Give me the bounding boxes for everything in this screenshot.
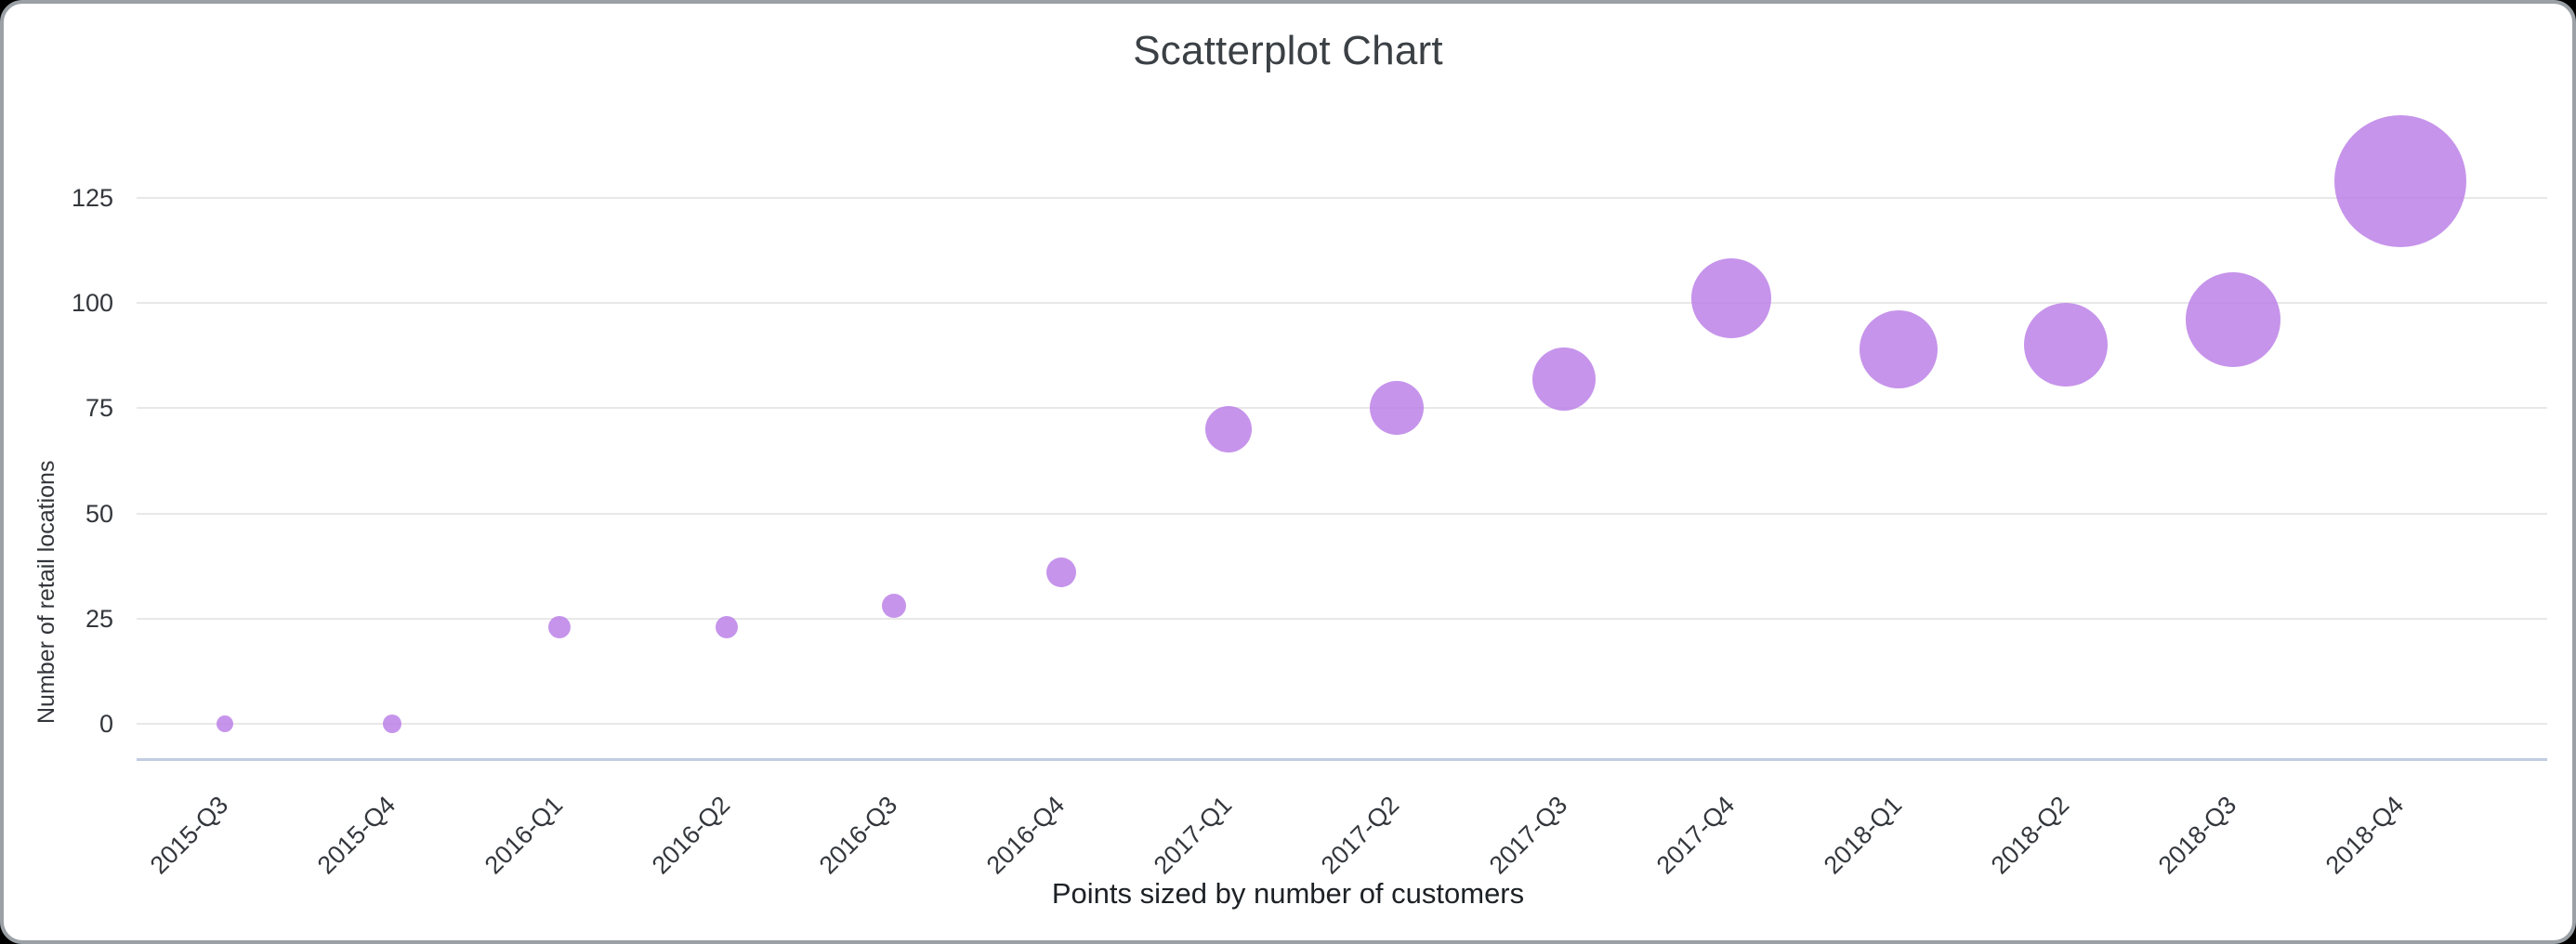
- x-tick-label: 2016-Q3: [813, 791, 903, 880]
- scatter-point[interactable]: [1369, 381, 1424, 436]
- y-gridline: [137, 302, 2547, 304]
- scatter-point[interactable]: [1531, 347, 1596, 411]
- x-tick-label: 2016-Q4: [981, 791, 1071, 880]
- scatter-point[interactable]: [1859, 309, 1938, 388]
- chart-caption: Points sized by number of customers: [1051, 877, 1525, 910]
- x-axis-baseline: [137, 758, 2547, 761]
- x-tick-label: 2015-Q3: [144, 791, 233, 880]
- x-tick-label: 2017-Q2: [1316, 791, 1405, 880]
- x-tick-label: 2016-Q1: [479, 791, 569, 880]
- y-tick-label: 75: [85, 394, 113, 423]
- chart-title: Scatterplot Chart: [1133, 28, 1443, 73]
- scatter-point[interactable]: [882, 594, 907, 619]
- x-tick-label: 2015-Q4: [311, 791, 401, 880]
- y-tick-label: 0: [99, 710, 113, 739]
- scatter-point[interactable]: [1205, 405, 1253, 452]
- scatter-point[interactable]: [2024, 303, 2109, 387]
- x-tick-label: 2018-Q1: [1818, 791, 1908, 880]
- y-gridline: [137, 512, 2547, 515]
- y-gridline: [137, 617, 2547, 620]
- y-gridline: [137, 196, 2547, 199]
- x-tick-label: 2017-Q1: [1149, 791, 1238, 880]
- y-gridline: [137, 407, 2547, 410]
- y-tick-label: 25: [85, 604, 113, 633]
- x-tick-label: 2016-Q2: [646, 791, 736, 880]
- y-axis-title: Number of retail locations: [33, 460, 59, 724]
- scatter-point[interactable]: [547, 616, 571, 639]
- x-tick-label: 2017-Q4: [1650, 791, 1740, 880]
- x-tick-label: 2017-Q3: [1483, 791, 1572, 880]
- scatter-point[interactable]: [2186, 272, 2281, 368]
- scatter-point[interactable]: [1046, 557, 1077, 588]
- scatter-point[interactable]: [1690, 258, 1771, 339]
- x-tick-label: 2018-Q3: [2152, 791, 2242, 880]
- scatter-point[interactable]: [216, 715, 233, 733]
- scatter-point[interactable]: [2334, 114, 2467, 247]
- y-tick-label: 100: [71, 289, 113, 317]
- scatter-point[interactable]: [716, 616, 739, 639]
- x-tick-label: 2018-Q2: [1985, 791, 2075, 880]
- y-tick-label: 50: [85, 499, 113, 528]
- y-gridline: [137, 723, 2547, 726]
- y-tick-label: 125: [71, 183, 113, 212]
- scatter-point[interactable]: [382, 715, 401, 734]
- x-tick-label: 2018-Q4: [2320, 791, 2410, 880]
